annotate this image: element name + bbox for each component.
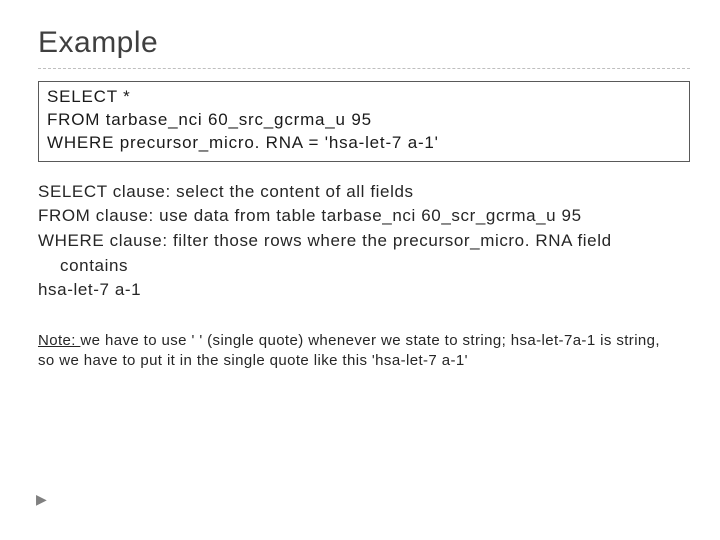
- sql-line-2: FROM tarbase_nci 60_src_gcrma_u 95: [47, 109, 681, 132]
- explain-select: SELECT clause: select the content of all…: [38, 180, 690, 205]
- bullet-arrow-icon: ▶: [36, 491, 47, 508]
- title-divider: [38, 68, 690, 69]
- note-line-2: so we have to put it in the single quote…: [38, 351, 690, 371]
- explain-from: FROM clause: use data from table tarbase…: [38, 204, 690, 229]
- slide-title: Example: [38, 26, 690, 60]
- explain-where-cont: contains: [38, 254, 128, 279]
- explain-value: hsa-let-7 a-1: [38, 278, 690, 303]
- sql-box: SELECT * FROM tarbase_nci 60_src_gcrma_u…: [38, 81, 690, 162]
- note-block: Note: we have to use ' ' (single quote) …: [38, 331, 690, 372]
- explanation-block: SELECT clause: select the content of all…: [38, 180, 690, 303]
- sql-line-3: WHERE precursor_micro. RNA = 'hsa-let-7 …: [47, 132, 681, 155]
- note-line-1: we have to use ' ' (single quote) whenev…: [80, 332, 660, 349]
- sql-line-1: SELECT *: [47, 86, 681, 109]
- explain-where: WHERE clause: filter those rows where th…: [38, 229, 690, 254]
- note-label: Note:: [38, 332, 80, 349]
